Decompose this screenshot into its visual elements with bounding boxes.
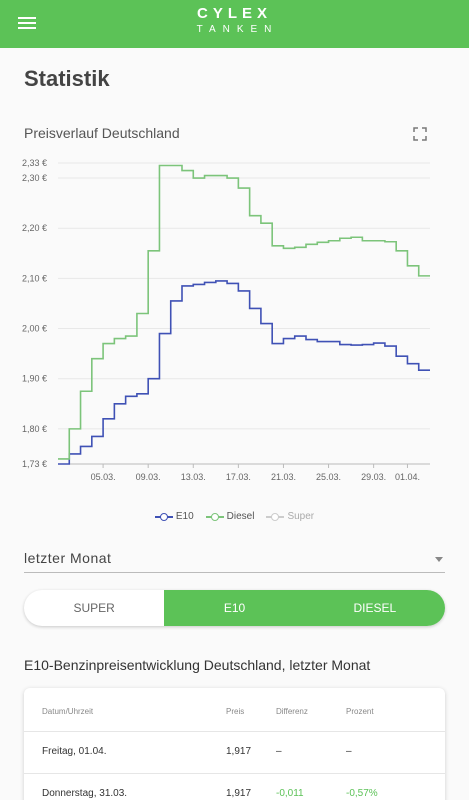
series-line-diesel xyxy=(58,164,430,460)
dropdown-arrow-icon xyxy=(435,557,443,562)
y-tick-label: 2,00 € xyxy=(22,324,47,334)
column-header-price: Preis xyxy=(226,707,245,716)
x-tick-label: 01.04. xyxy=(395,472,420,482)
period-select-value: letzter Monat xyxy=(24,550,112,566)
legend-label: E10 xyxy=(175,511,194,522)
table-row: Donnerstag, 31.03. 1,917 -0,011 -0,57% xyxy=(24,774,445,800)
y-tick-label: 2,33 € xyxy=(22,158,47,168)
x-tick-label: 05.03. xyxy=(91,472,116,482)
y-tick-label: 2,20 € xyxy=(22,223,47,233)
legend-marker-icon xyxy=(154,512,173,521)
hamburger-menu-icon[interactable] xyxy=(18,16,36,30)
y-axis: 1,73 € 1,80 € 1,90 € 2,00 € 2,10 € 2,20 € 2,30… xyxy=(22,158,47,469)
legend-item-e10[interactable]: E10 xyxy=(154,511,194,522)
cell-percent: -0,57% xyxy=(346,788,378,799)
tab-diesel[interactable]: DIESEL xyxy=(304,590,445,626)
legend-label: Super xyxy=(287,511,315,522)
tab-super[interactable]: SUPER xyxy=(73,601,115,615)
chart-legend: E10 Diesel Super xyxy=(0,511,469,522)
cell-diff: -0,011 xyxy=(276,788,304,799)
table-header-row: Datum/Uhrzeit Preis Differenz Prozent xyxy=(24,688,445,732)
y-tick-label: 1,80 € xyxy=(22,424,47,434)
chart-title: Preisverlauf Deutschland xyxy=(24,125,180,141)
legend-item-diesel[interactable]: Diesel xyxy=(205,511,255,522)
series-line-e10 xyxy=(58,280,430,465)
x-tick-label: 21.03. xyxy=(271,472,296,482)
x-tick-label: 29.03. xyxy=(361,472,386,482)
legend-item-super[interactable]: Super xyxy=(266,511,314,522)
cell-diff: – xyxy=(276,746,282,757)
cell-date: Freitag, 01.04. xyxy=(42,746,107,757)
tab-e10[interactable]: E10 xyxy=(164,590,305,626)
cell-price: 1,917 xyxy=(226,788,252,799)
fullscreen-icon[interactable] xyxy=(413,127,427,141)
app-logo: CYLEX TANKEN xyxy=(0,5,469,37)
cell-price: 1,917 xyxy=(226,746,252,757)
x-tick-label: 17.03. xyxy=(226,472,251,482)
x-tick-label: 13.03. xyxy=(181,472,206,482)
price-chart: 1,73 € 1,80 € 1,90 € 2,00 € 2,10 € 2,20 € 2,30… xyxy=(22,158,430,482)
price-table: Datum/Uhrzeit Preis Differenz Prozent Fr… xyxy=(24,688,445,800)
logo-subtitle: TANKEN xyxy=(196,24,279,35)
table-row: Freitag, 01.04. 1,917 – – xyxy=(24,732,445,774)
legend-label: Diesel xyxy=(226,511,255,522)
logo-wordmark: CYLEX xyxy=(196,5,272,22)
column-header-diff: Differenz xyxy=(276,707,308,716)
legend-marker-icon xyxy=(205,512,224,521)
period-select[interactable]: letzter Monat xyxy=(24,545,445,573)
chart-series xyxy=(58,164,430,465)
column-header-date: Datum/Uhrzeit xyxy=(42,707,94,716)
column-header-percent: Prozent xyxy=(346,707,374,716)
y-tick-label: 1,90 € xyxy=(22,374,47,384)
y-tick-label: 1,73 € xyxy=(22,459,47,469)
app-bar: CYLEX TANKEN xyxy=(0,0,469,48)
x-tick-label: 25.03. xyxy=(316,472,341,482)
cell-percent: – xyxy=(346,746,352,757)
y-tick-label: 2,10 € xyxy=(22,273,47,283)
x-tick-label: 09.03. xyxy=(136,472,161,482)
fuel-type-toggle: SUPER E10 DIESEL xyxy=(24,590,445,626)
legend-marker-icon xyxy=(266,512,285,521)
cell-date: Donnerstag, 31.03. xyxy=(42,788,128,799)
x-axis: 05.03. 09.03. 13.03. 17.03. 21.03. 25.03. 29.0… xyxy=(58,463,430,482)
table-title: E10-Benzinpreisentwicklung Deutschland, … xyxy=(24,657,371,673)
y-tick-label: 2,30 € xyxy=(22,173,47,183)
page-title: Statistik xyxy=(24,66,110,91)
